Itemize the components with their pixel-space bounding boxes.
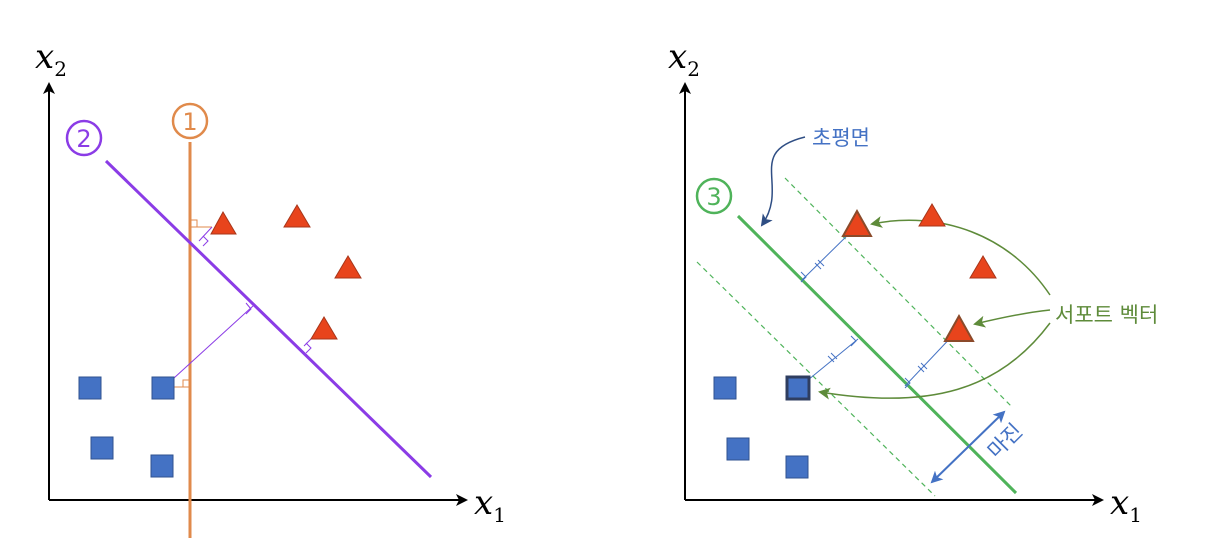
tick-mark bbox=[814, 262, 822, 270]
dist-triangle-line2 bbox=[198, 226, 213, 242]
hyperplane-pointer-arrow bbox=[760, 136, 806, 227]
tick-mark bbox=[830, 352, 838, 360]
dist-square-line2 bbox=[173, 305, 254, 379]
right-angle-mark bbox=[182, 379, 190, 387]
line-2-badge bbox=[65, 119, 103, 157]
support-vector-label: 서포트 벡터 bbox=[1055, 303, 1158, 327]
left-panel: x2 x1 1 2 bbox=[35, 37, 506, 538]
triangle-point bbox=[918, 203, 946, 227]
support-vector-arrow-top bbox=[870, 216, 1051, 296]
line-1-badge bbox=[171, 102, 209, 140]
line-1-label: 1 bbox=[182, 108, 197, 136]
right-angle-mark bbox=[850, 335, 857, 347]
tick-mark bbox=[817, 259, 825, 267]
triangle-point bbox=[334, 255, 362, 279]
support-vector-arrow-square bbox=[818, 322, 1051, 400]
support-vector-triangle bbox=[943, 313, 975, 342]
support-vector-triangle bbox=[841, 208, 873, 237]
right-angle-mark bbox=[245, 302, 252, 315]
tick-mark bbox=[917, 365, 925, 373]
left-x-axis-label: x1 bbox=[474, 483, 506, 527]
square-point bbox=[150, 454, 174, 478]
square-point bbox=[78, 376, 102, 400]
line-2-label: 2 bbox=[76, 125, 91, 153]
right-panel: x2 x1 3 마진 초평면 서포트 벡터 bbox=[668, 37, 1158, 527]
margin-arrow bbox=[930, 410, 1006, 484]
triangle-point bbox=[969, 255, 997, 279]
right-angle-mark bbox=[202, 235, 209, 247]
tick-mark bbox=[920, 362, 928, 370]
right-y-axis-label: x2 bbox=[668, 37, 700, 81]
square-point bbox=[785, 455, 809, 479]
margin-lower bbox=[696, 261, 936, 497]
tick-mark bbox=[827, 355, 835, 363]
square-point bbox=[726, 437, 750, 461]
dist-sv-square bbox=[807, 338, 859, 381]
square-point bbox=[90, 436, 114, 460]
line-3-label: 3 bbox=[706, 183, 721, 211]
triangle-point bbox=[310, 316, 338, 340]
right-angle-mark bbox=[800, 271, 807, 283]
line-3-badge bbox=[695, 177, 733, 215]
right-x-axis-label: x1 bbox=[1110, 483, 1142, 527]
square-point bbox=[713, 376, 737, 400]
margin-upper bbox=[784, 177, 1013, 408]
line-2 bbox=[104, 159, 433, 479]
square-point bbox=[151, 376, 175, 400]
triangle-point bbox=[283, 204, 311, 228]
right-angle-mark bbox=[305, 342, 312, 354]
left-y-axis-label: x2 bbox=[35, 37, 67, 81]
right-angle-mark bbox=[190, 219, 198, 227]
triangle-point bbox=[210, 210, 237, 235]
support-vector-arrow-mid bbox=[973, 309, 1051, 328]
right-angle-mark bbox=[904, 377, 911, 389]
support-vector-square bbox=[785, 375, 811, 401]
hyperplane-label: 초평면 bbox=[812, 126, 870, 150]
line-3-hyperplane bbox=[736, 214, 1018, 495]
